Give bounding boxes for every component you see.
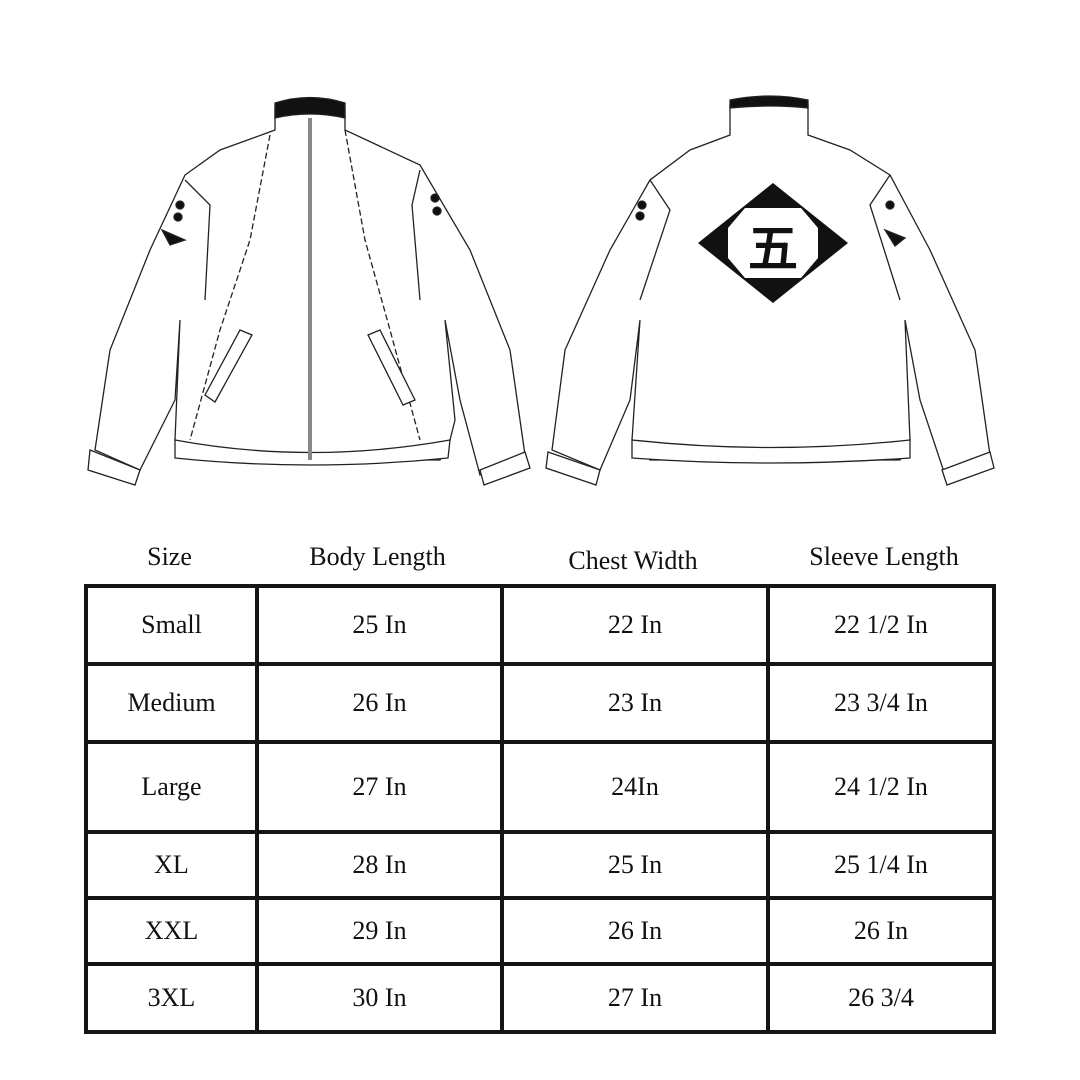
sleeve-length-cell: 26 3/4 xyxy=(766,962,996,1034)
squad-emblem-logo: 五 xyxy=(698,183,848,303)
chest-width-cell: 25 In xyxy=(500,830,770,900)
header-size: Size xyxy=(147,542,192,571)
size-cell: XXL xyxy=(84,896,259,966)
table-row: 3XL 30 In 27 In 26 3/4 xyxy=(84,962,996,1034)
chest-width-cell: 22 In xyxy=(500,584,770,666)
body-length-cell: 29 In xyxy=(255,896,504,966)
header-sleeve-length: Sleeve Length xyxy=(809,542,959,571)
body-length-cell: 26 In xyxy=(255,662,504,744)
size-chart-table: Small 25 In 22 In 22 1/2 In Medium 26 In 23 In… xyxy=(84,584,996,1034)
header-chest-width: Chest Width xyxy=(568,546,698,575)
chest-width-cell: 26 In xyxy=(500,896,770,966)
sleeve-length-cell: 26 In xyxy=(766,896,996,966)
size-cell: Medium xyxy=(84,662,259,744)
header-body-length: Body Length xyxy=(309,542,446,571)
table-row: Small 25 In 22 In 22 1/2 In xyxy=(84,584,996,666)
svg-text:五: 五 xyxy=(748,220,798,278)
chest-width-cell: 23 In xyxy=(500,662,770,744)
body-length-cell: 28 In xyxy=(255,830,504,900)
body-length-cell: 25 In xyxy=(255,584,504,666)
jacket-illustrations: 五 xyxy=(87,95,995,486)
size-cell: XL xyxy=(84,830,259,900)
table-row: XXL 29 In 26 In 26 In xyxy=(84,896,996,966)
size-cell: 3XL xyxy=(84,962,259,1034)
jacket-front-drawing xyxy=(87,96,531,486)
chest-width-cell: 27 In xyxy=(500,962,770,1034)
table-row: Medium 26 In 23 In 23 3/4 In xyxy=(84,662,996,744)
chest-width-cell: 24In xyxy=(500,740,770,834)
body-length-cell: 27 In xyxy=(255,740,504,834)
table-row: XL 28 In 25 In 25 1/4 In xyxy=(84,830,996,900)
size-cell: Large xyxy=(84,740,259,834)
sleeve-length-cell: 24 1/2 In xyxy=(766,740,996,834)
sleeve-length-cell: 22 1/2 In xyxy=(766,584,996,666)
body-length-cell: 30 In xyxy=(255,962,504,1034)
sleeve-length-cell: 23 3/4 In xyxy=(766,662,996,744)
table-row: Large 27 In 24In 24 1/2 In xyxy=(84,740,996,834)
size-cell: Small xyxy=(84,584,259,666)
sleeve-length-cell: 25 1/4 In xyxy=(766,830,996,900)
